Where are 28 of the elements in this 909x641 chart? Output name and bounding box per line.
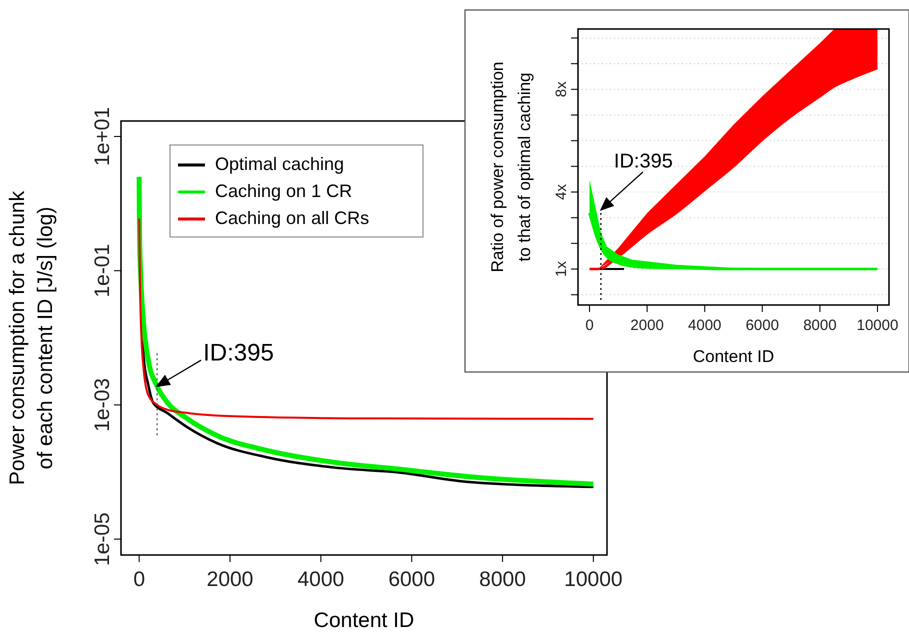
x-tick-label: 6000 [746,317,779,334]
y-axis-title: Power consumption for a chunk of each content ID [J/s] (log) [6,190,57,486]
annotation: ID:395 [203,340,274,367]
x-tick-label: 10000 [856,317,898,334]
x-tick-label: 0 [133,568,146,591]
x-tick-label: 8000 [479,568,526,591]
x-tick-label: 4000 [688,317,722,334]
y-tick-label: 4x [553,184,570,200]
annotation: ID:395 [614,150,673,172]
y-tick-label: 1e-03 [91,378,114,432]
y-tick-label: 1e-05 [91,512,114,566]
x-tick-label: 10000 [564,568,623,591]
legend-label: Caching on all CRs [215,208,370,228]
x-tick-label: 2000 [206,568,254,591]
y-axis-title: Ratio of power consumption to that of optimal caching [488,62,534,272]
legend-label: Caching on 1 CR [215,180,352,201]
y-tick-label: 1e-01 [91,244,114,298]
x-axis-title: Content ID [692,347,774,366]
y-tick-label: 1x [553,260,570,277]
x-tick-label: 0 [585,317,594,334]
x-tick-label: 4000 [297,568,344,591]
y-tick-label: 8x [553,80,570,98]
legend-label: Optimal caching [215,154,344,174]
x-axis-title: Content ID [314,609,414,632]
x-tick-label: 6000 [388,568,436,591]
x-tick-label: 2000 [630,317,664,334]
x-tick-label: 8000 [803,317,837,334]
y-tick-label: 1e+01 [91,106,114,166]
